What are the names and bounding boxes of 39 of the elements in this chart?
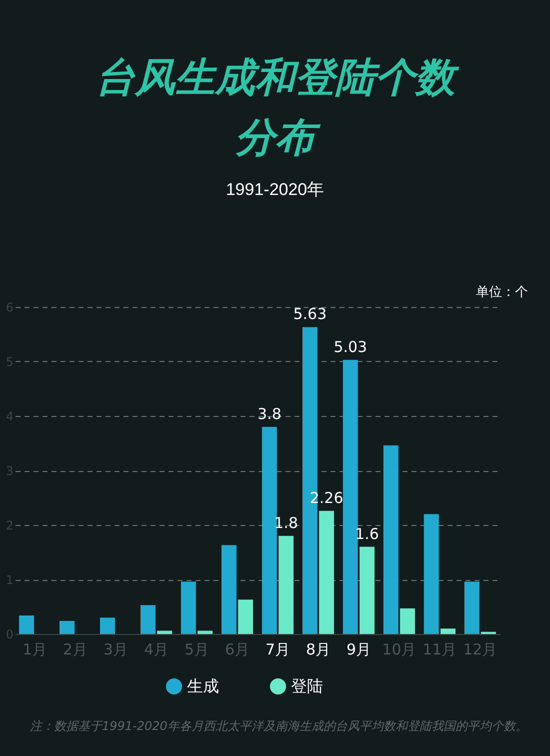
data-label: 5.63 [293, 305, 327, 324]
x-tick-label: 5月 [184, 640, 210, 658]
x-tick-label: 1月 [22, 640, 48, 658]
bar [400, 608, 415, 634]
bar [278, 536, 294, 634]
bar [100, 618, 115, 634]
x-tick-label: 4月 [144, 640, 169, 658]
chart-subtitle: 1991-2020年 [224, 179, 326, 201]
x-tick-label: 6月 [224, 640, 250, 658]
bar [464, 582, 480, 634]
x-tick-label: 7月 [265, 640, 290, 658]
bar [157, 630, 172, 634]
text: 注：数据基于1991-2020年各月西北太平洋及南海生成的台风平均数和登陆我国的平均个数。 [30, 718, 528, 735]
text: 单位：个 [476, 284, 528, 301]
legend-label: 登陆 [291, 676, 323, 696]
bar [360, 546, 374, 634]
legend-label: 生成 [187, 676, 219, 696]
bar [238, 600, 254, 634]
bar [342, 360, 358, 634]
bar [140, 605, 156, 634]
bar [262, 426, 277, 634]
bar [180, 582, 196, 634]
data-label: 3.8 [258, 404, 282, 423]
x-tick-label: 10月 [382, 640, 416, 658]
x-tick-label: 3月 [104, 640, 128, 658]
x-tick-label: 2月 [63, 640, 88, 658]
bar [221, 545, 236, 634]
x-tick-label: 11月 [422, 640, 457, 658]
bar [440, 628, 456, 634]
x-tick-label: 8月 [306, 640, 330, 658]
x-tick-label: 12月 [463, 640, 498, 658]
x-tick-label: 9月 [346, 640, 371, 658]
bar [19, 615, 34, 634]
bar [198, 630, 213, 634]
bar [383, 445, 398, 634]
bar [424, 514, 439, 634]
bar [60, 620, 74, 634]
bar [319, 510, 334, 634]
data-label: 5.03 [334, 338, 368, 356]
